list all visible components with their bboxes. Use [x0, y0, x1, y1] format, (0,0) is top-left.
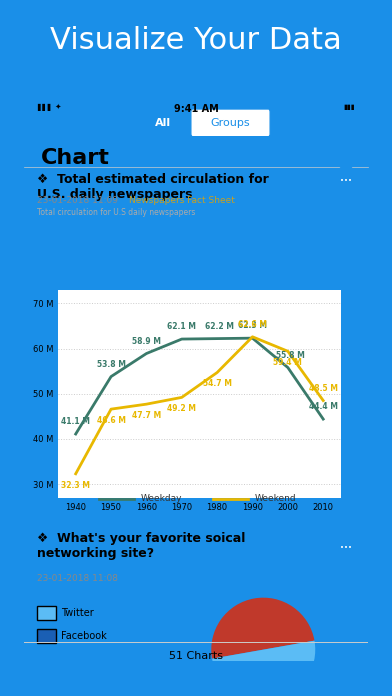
FancyBboxPatch shape [191, 109, 270, 136]
Circle shape [327, 540, 365, 555]
Text: 47.7 M: 47.7 M [132, 411, 161, 420]
Text: ≡: ≡ [43, 646, 59, 665]
Text: ⚙: ⚙ [44, 122, 60, 141]
Text: Visualize Your Data: Visualize Your Data [50, 26, 342, 55]
Text: Newspapers Fact Sheet: Newspapers Fact Sheet [129, 196, 234, 205]
Text: ▌▌▌ ✦: ▌▌▌ ✦ [37, 104, 62, 111]
Wedge shape [211, 598, 314, 658]
Text: •••: ••• [340, 544, 352, 551]
Text: 54.7 M: 54.7 M [203, 379, 232, 388]
FancyBboxPatch shape [37, 606, 56, 619]
FancyBboxPatch shape [132, 109, 194, 136]
Text: Weekday: Weekday [141, 494, 182, 503]
Text: 46.6 M: 46.6 M [96, 416, 125, 425]
Text: ❖  What's your favorite soical
networking site?: ❖ What's your favorite soical networking… [37, 532, 246, 560]
Text: 58.9 M: 58.9 M [132, 337, 161, 346]
Text: +: + [333, 646, 349, 665]
Wedge shape [212, 640, 315, 696]
Text: 9:41 AM: 9:41 AM [174, 104, 218, 113]
Text: 62.6 M: 62.6 M [238, 320, 267, 329]
Text: 44.4 M: 44.4 M [309, 402, 338, 411]
Text: 53.8 M: 53.8 M [96, 360, 125, 369]
Text: All: All [155, 118, 171, 128]
Text: Weekend: Weekend [255, 494, 296, 503]
Text: Chart: Chart [41, 148, 110, 168]
Text: Facebook: Facebook [62, 631, 107, 641]
Text: Social: Social [156, 574, 183, 583]
Text: 49.2 M: 49.2 M [167, 404, 196, 413]
Text: •••: ••• [340, 178, 352, 184]
Text: Total circulation for U.S daily newspapers: Total circulation for U.S daily newspape… [37, 207, 196, 216]
Text: 41.1 M: 41.1 M [61, 418, 90, 426]
Text: 59.4 M: 59.4 M [273, 358, 302, 367]
FancyBboxPatch shape [37, 629, 56, 643]
Text: 23-01-2018 11:08: 23-01-2018 11:08 [37, 574, 121, 583]
Text: 🔍: 🔍 [339, 122, 348, 136]
Circle shape [336, 165, 356, 198]
Text: 62.1 M: 62.1 M [167, 322, 196, 331]
Text: 32.3 M: 32.3 M [61, 481, 90, 490]
Text: 62.2 M: 62.2 M [205, 322, 234, 331]
Text: ▮▮▮: ▮▮▮ [343, 104, 355, 110]
Text: 55.8 M: 55.8 M [276, 351, 305, 360]
Text: 48.5 M: 48.5 M [309, 383, 338, 393]
Text: 23-01-2018 11:09: 23-01-2018 11:09 [37, 196, 121, 205]
Text: ❖  Total estimated circulation for
U.S. daily newspapers: ❖ Total estimated circulation for U.S. d… [37, 173, 269, 200]
Text: Twitter: Twitter [62, 608, 94, 618]
Text: 51 Charts: 51 Charts [169, 651, 223, 661]
Text: 62.3 M: 62.3 M [238, 322, 267, 331]
Text: Groups: Groups [211, 118, 250, 128]
